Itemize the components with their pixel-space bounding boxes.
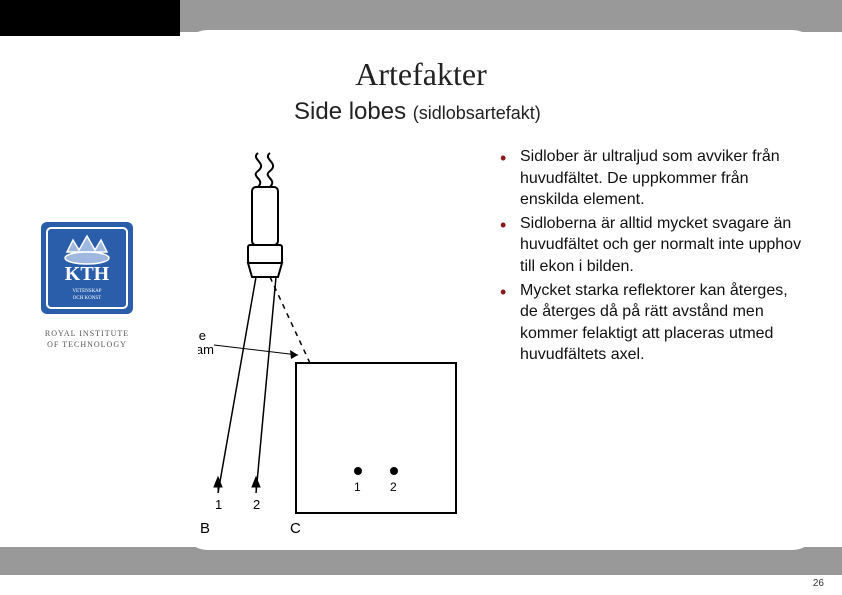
list-item: Mycket starka reflektorer kan återges, d… [496,280,806,366]
page-title: Artefakter [0,56,842,93]
logo-tagline-1: VETENSKAP [72,289,101,294]
page-subtitle: Side lobes (sidlobsartefakt) [294,98,541,126]
side-beam-label: Side [198,328,206,343]
list-item: Sidloberna är alltid mycket svagare än h… [496,213,806,278]
beam-label-2: 2 [253,497,260,512]
bullet-list: Sidlober är ultraljud som avviker från h… [496,146,806,368]
bottom-bar [0,547,842,575]
top-left-black-block [0,0,180,36]
logo-tagline-2: OCH KONST [73,296,101,301]
list-item: Sidlober är ultraljud som avviker från h… [496,146,806,211]
subtitle-paren: (sidlobsartefakt) [413,103,541,123]
kth-logo-icon: KTH VETENSKAP OCH KONST [37,218,137,318]
panel-b-label: B [200,520,210,535]
subtitle-main: Side lobes [294,98,413,125]
side-lobe-diagram: Side Beam 1 2 B 1 2 C [198,145,468,535]
logo-caption: ROYAL INSTITUTE OF TECHNOLOGY [22,328,152,350]
svg-text:Beam: Beam [198,342,214,357]
logo-caption-line1: ROYAL INSTITUTE [45,329,129,338]
panel-c-label: C [290,520,301,535]
beam-label-1: 1 [215,497,222,512]
dot-label-2: 2 [390,480,397,494]
page-number: 26 [813,578,824,589]
kth-logo-block: KTH VETENSKAP OCH KONST ROYAL INSTITUTE … [22,218,152,350]
dot-label-1: 1 [354,480,361,494]
logo-abbrev: KTH [65,263,110,285]
logo-caption-line2: OF TECHNOLOGY [47,340,127,349]
